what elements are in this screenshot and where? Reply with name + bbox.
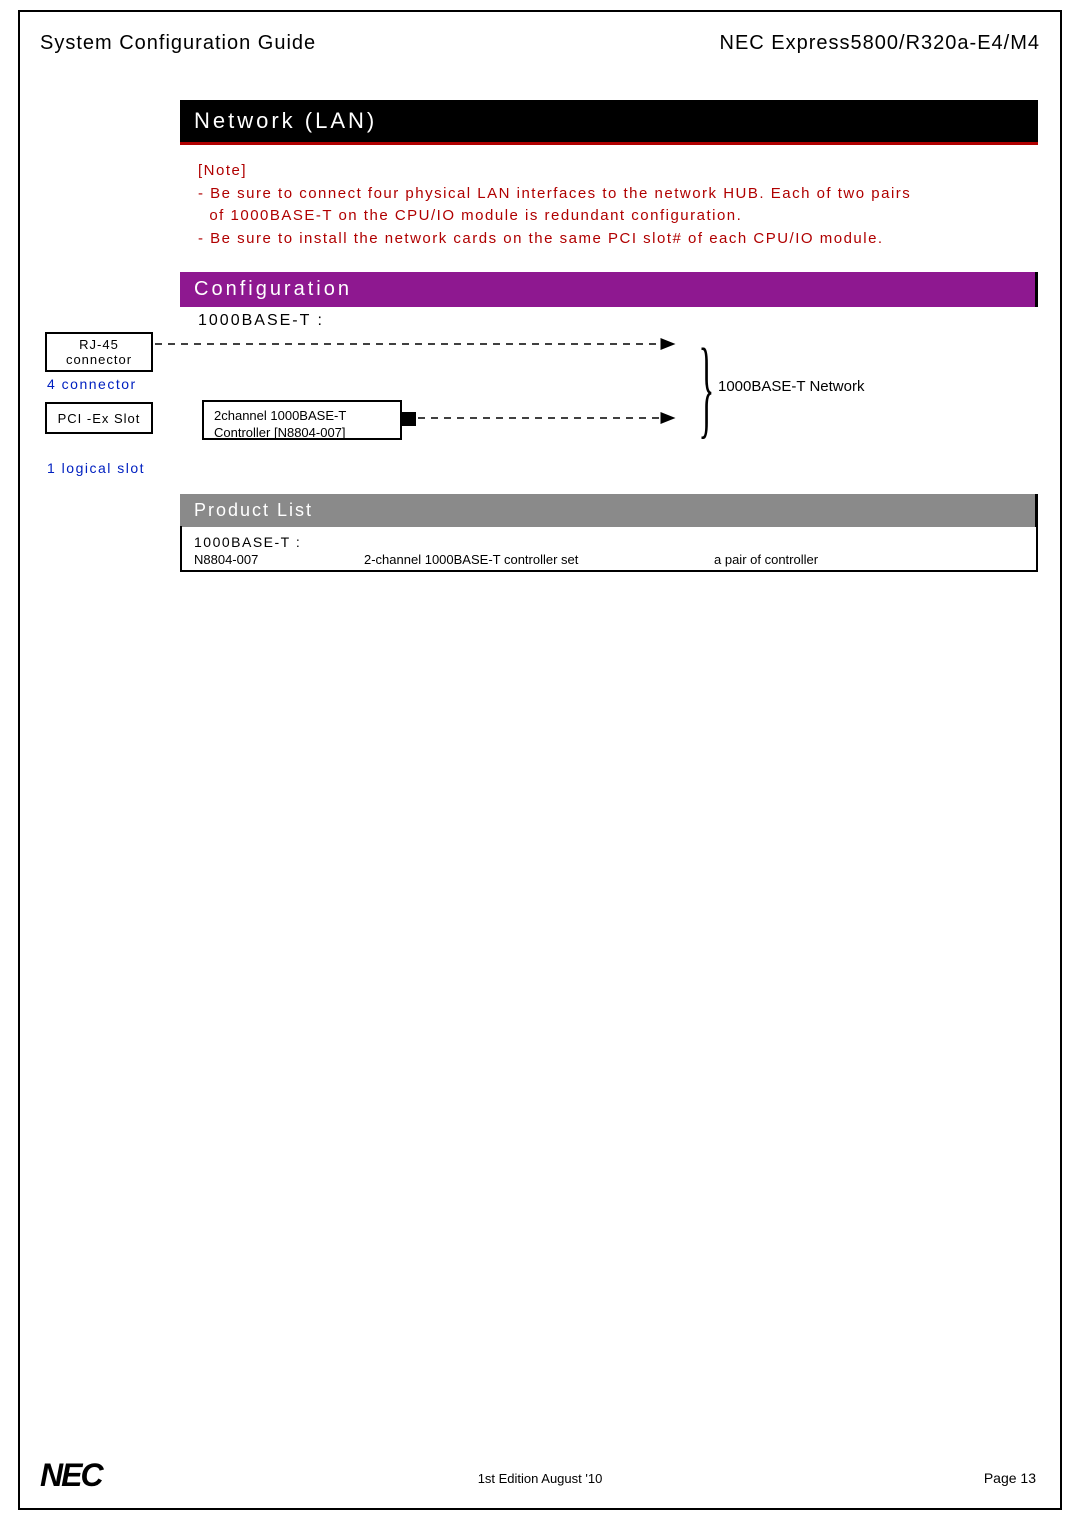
network-label: 1000BASE-T Network (718, 378, 864, 395)
rj45-line1: RJ-45 (79, 337, 119, 352)
rj45-line2: connector (66, 352, 132, 367)
controller-line1: 2channel 1000BASE-T (214, 408, 390, 425)
product-row: N8804-007 2-channel 1000BASE-T controlle… (194, 552, 1024, 567)
section-title-configuration: Configuration (180, 272, 1038, 307)
note-line-3: - Be sure to install the network cards o… (198, 228, 911, 251)
product-list-heading: 1000BASE-T : (194, 534, 1024, 550)
product-code: N8804-007 (194, 552, 314, 567)
controller-line2: Controller [N8804-007] (214, 425, 390, 442)
product-desc: 2-channel 1000BASE-T controller set (364, 552, 664, 567)
section-title-product-list: Product List (180, 494, 1038, 527)
pci-ex-slot-box: PCI -Ex Slot (45, 402, 153, 434)
footer-edition: 1st Edition August '10 (20, 1471, 1060, 1486)
footer-page: Page 13 (984, 1470, 1036, 1486)
product-qty: a pair of controller (714, 552, 818, 567)
brace-icon: } (698, 332, 714, 442)
subheading-1000bt: 1000BASE-T : (198, 312, 324, 330)
port-icon (402, 412, 416, 426)
section-title-network: Network (LAN) (180, 100, 1038, 145)
pciex-text: PCI -Ex Slot (58, 411, 141, 426)
note-block: [Note] - Be sure to connect four physica… (198, 160, 911, 250)
page-header: System Configuration Guide NEC Express58… (40, 32, 1040, 55)
note-label: [Note] (198, 160, 911, 183)
controller-box: 2channel 1000BASE-T Controller [N8804-00… (202, 400, 402, 440)
label-1-logical-slot: 1 logical slot (47, 460, 145, 476)
note-line-1: - Be sure to connect four physical LAN i… (198, 183, 911, 206)
header-left: System Configuration Guide (40, 32, 316, 55)
note-line-2: of 1000BASE-T on the CPU/IO module is re… (198, 205, 911, 228)
label-4-connector: 4 connector (47, 376, 137, 392)
product-list-box: 1000BASE-T : N8804-007 2-channel 1000BAS… (180, 526, 1038, 572)
page-frame: System Configuration Guide NEC Express58… (18, 10, 1062, 1510)
rj45-connector-box: RJ-45 connector (45, 332, 153, 372)
header-right: NEC Express5800/R320a-E4/M4 (720, 32, 1040, 55)
